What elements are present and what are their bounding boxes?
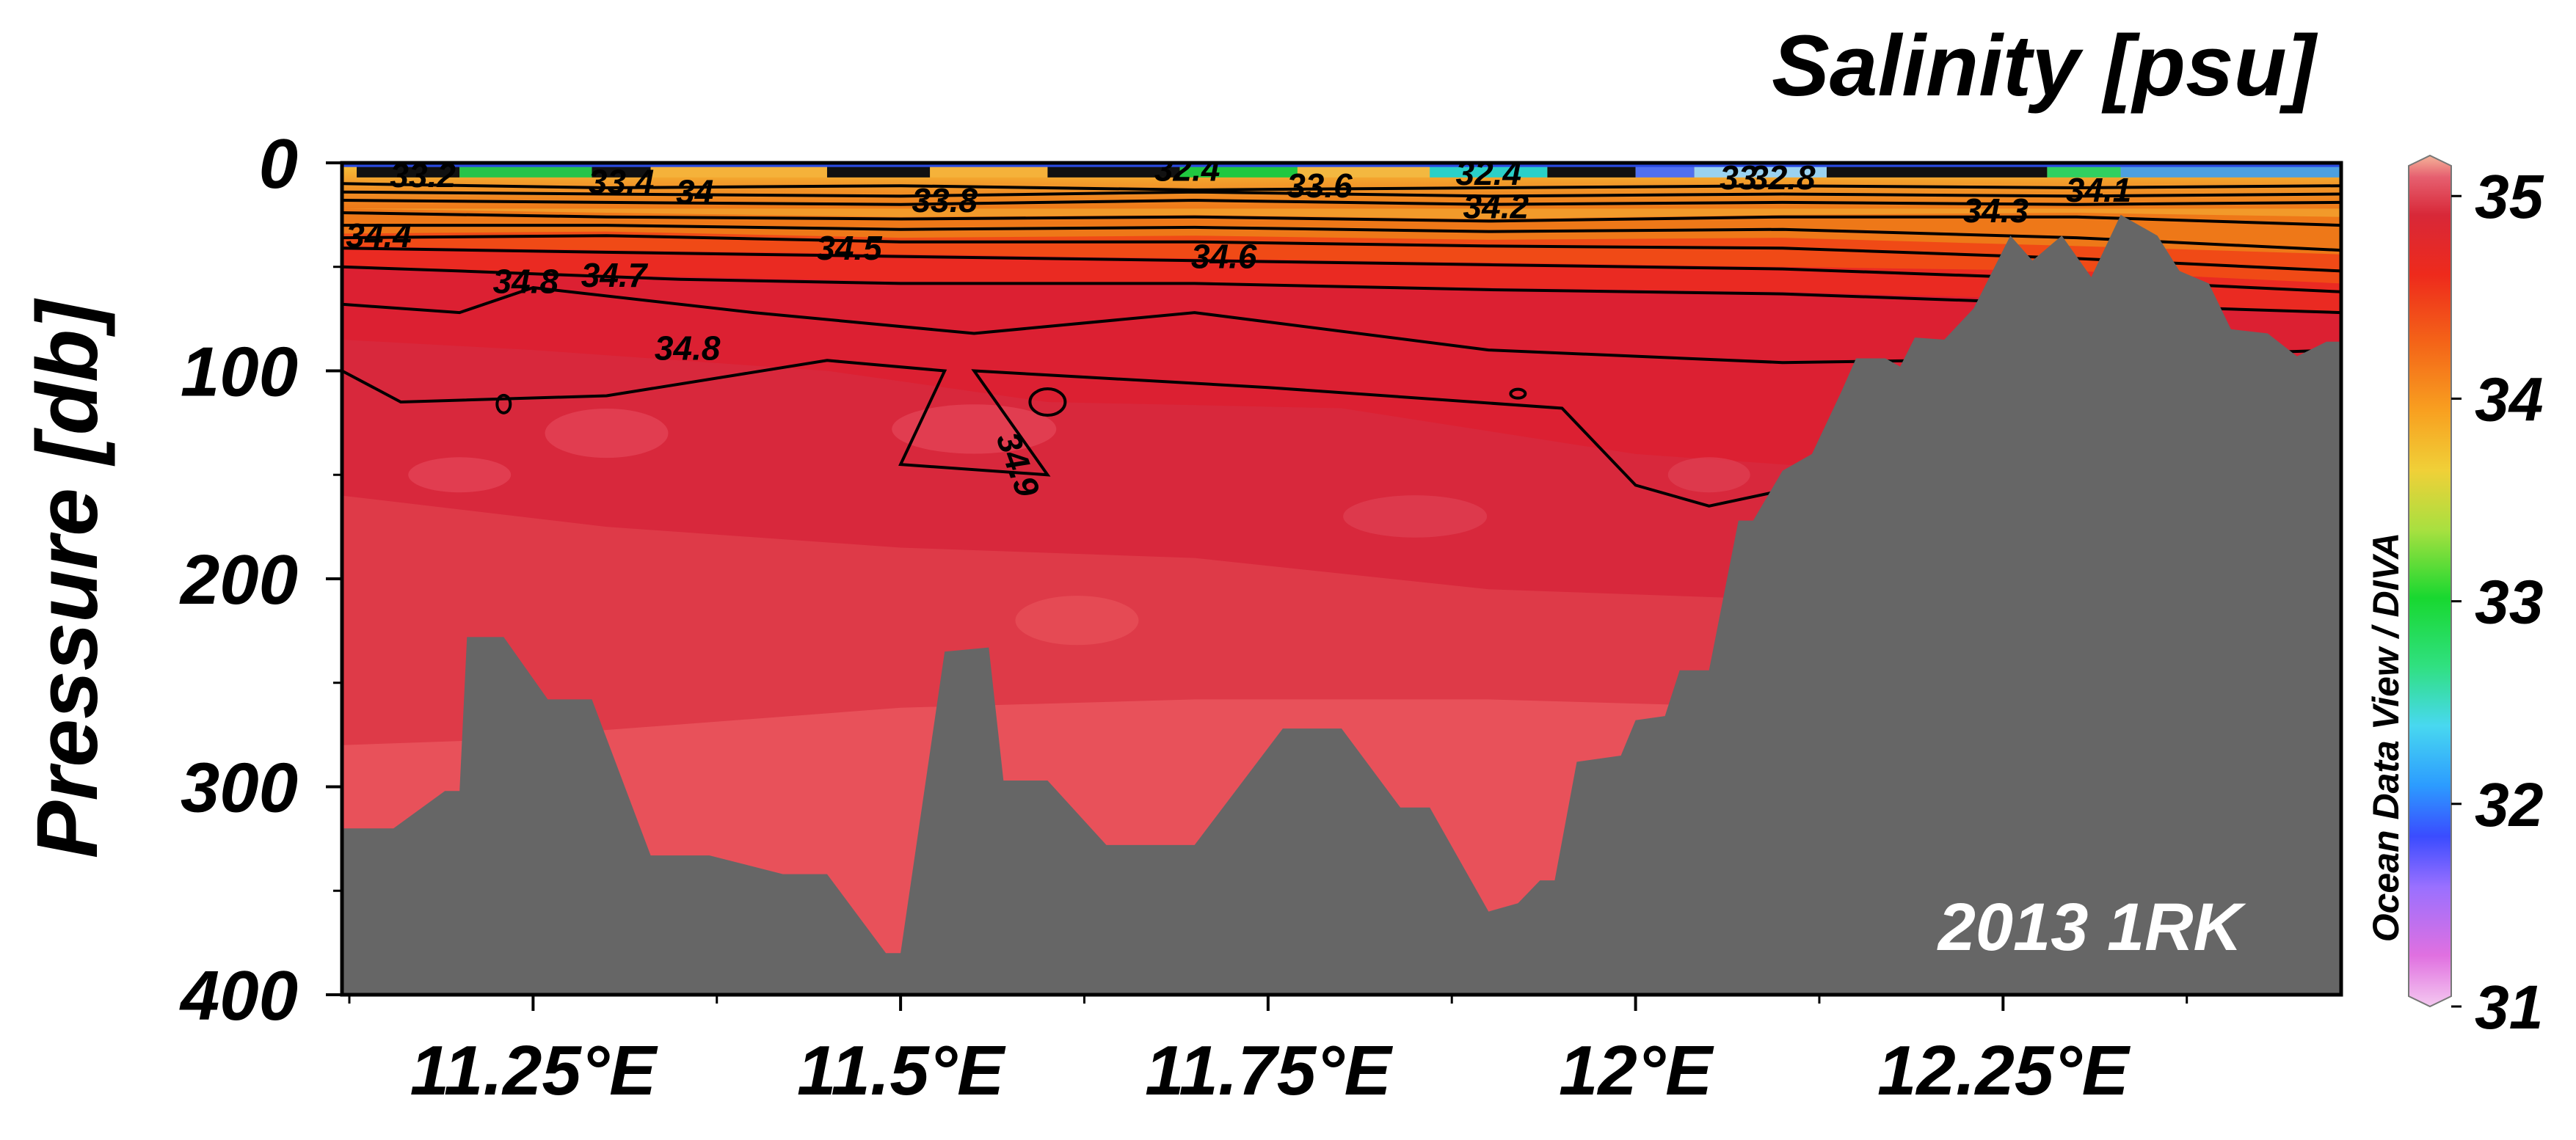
- contour-loop: [495, 393, 512, 414]
- contour-loop: [1509, 387, 1527, 400]
- contour-label: 34.8: [655, 329, 721, 367]
- contour-label: 33.8: [912, 181, 978, 219]
- y-tick-label: 200: [179, 541, 298, 619]
- colorbar-body: [2408, 154, 2452, 1008]
- colorbar: 31 32 33 34 35 Ocean Data View / DIVA: [2365, 154, 2544, 1042]
- x-tick-label: 11.5°E: [797, 1031, 1006, 1110]
- contour-label: 32.8: [1750, 158, 1816, 197]
- contour-labels: 33.2 33.4 34 33.832.4 33.6 32.434.23332.834.3…: [346, 150, 2132, 502]
- fill-patch: [545, 408, 669, 458]
- contour-label: 34.1: [2066, 171, 2132, 209]
- colorbar-tick-label: 31: [2475, 973, 2543, 1042]
- contour-label: 34: [676, 173, 713, 211]
- contour-label: 34.4: [346, 216, 412, 255]
- contour-label: 34.7: [581, 256, 649, 294]
- y-tick-label: 100: [181, 333, 298, 412]
- x-tick-label: 11.75°E: [1145, 1031, 1394, 1110]
- cruise-annotation: 2013 1RK: [1937, 890, 2247, 965]
- contour-loop: [1028, 387, 1067, 417]
- contour-label: 34.8: [493, 263, 559, 301]
- y-axis: 0 100 200 300 400: [179, 125, 342, 1035]
- x-axis: 11.25°E 11.5°E 11.75°E 12°E 12.25°E: [348, 995, 2188, 1110]
- contour-line: [342, 190, 2341, 198]
- fill-patch: [408, 457, 512, 493]
- y-axis-title: Pressure [db]: [19, 298, 116, 858]
- contour-label: 32.4: [1456, 154, 1522, 192]
- contour-label: 33.6: [1287, 167, 1353, 205]
- y-tick-label: 400: [179, 957, 298, 1035]
- contour-line: [342, 224, 2341, 252]
- chart-title: Salinity [psu]: [1772, 18, 2318, 114]
- fill-patch: [1015, 596, 1139, 646]
- colorbar-ticks: 31 32 33 34 35: [2451, 162, 2544, 1042]
- fill-patch: [892, 404, 1057, 454]
- contour-label: 33.2: [390, 156, 456, 194]
- x-tick-label: 12°E: [1559, 1031, 1714, 1110]
- contour-label: 34.6: [1191, 238, 1257, 276]
- contour-label: 34.2: [1463, 188, 1529, 226]
- contour-label: 34.5: [816, 229, 883, 267]
- contour-line: [342, 182, 2341, 191]
- contour-line: [342, 198, 2341, 206]
- contour-line: [342, 211, 2341, 227]
- colorbar-tick-label: 32: [2475, 770, 2543, 839]
- contour-label: 32.4: [1154, 150, 1220, 189]
- y-tick-label: 300: [181, 749, 298, 827]
- fill-patch: [1343, 495, 1488, 538]
- contour-label: 34.3: [1963, 191, 2029, 230]
- surface-top-strip: [342, 163, 2341, 167]
- contour-label: 33.4: [589, 163, 655, 201]
- colorbar-tick-label: 33: [2475, 568, 2543, 637]
- colorbar-tick-label: 35: [2475, 162, 2544, 231]
- colorbar-side-label: Ocean Data View / DIVA: [2365, 533, 2406, 943]
- colorbar-tick-label: 34: [2475, 365, 2543, 434]
- contour-label: 33: [1720, 158, 1758, 197]
- x-tick-label: 11.25°E: [410, 1031, 659, 1110]
- bathymetry-mask: [342, 214, 2341, 995]
- y-tick-label: 0: [259, 125, 298, 203]
- fill-patch: [1667, 457, 1750, 493]
- x-tick-label: 12.25°E: [1877, 1031, 2131, 1110]
- plot-area: 33.2 33.4 34 33.832.4 33.6 32.434.23332.834.3…: [342, 150, 2341, 995]
